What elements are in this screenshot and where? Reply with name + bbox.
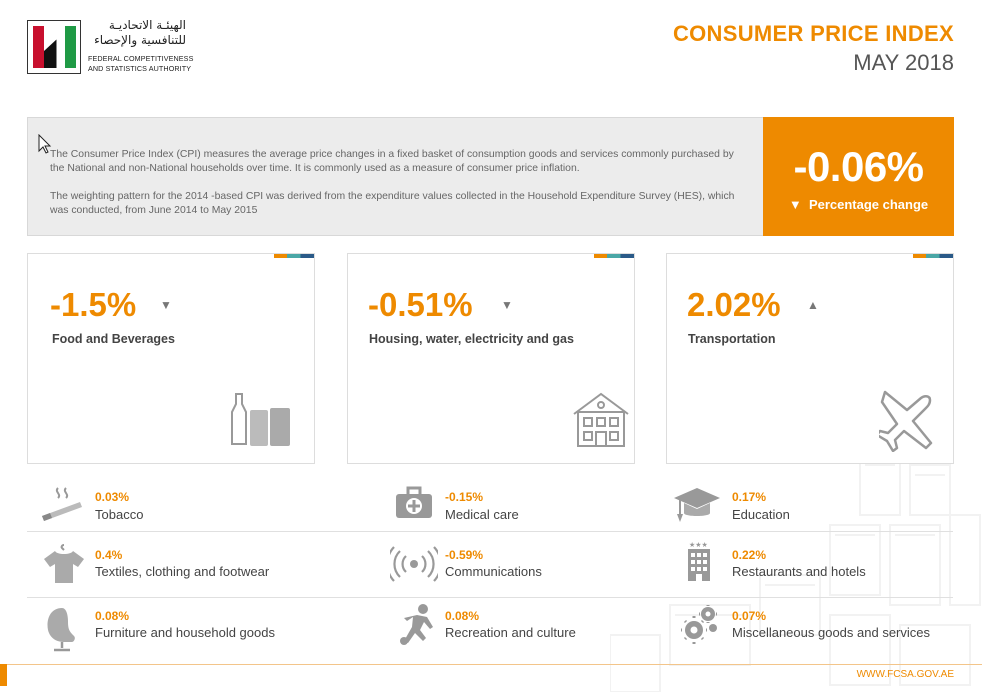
card-label: Food and Beverages (52, 332, 175, 346)
card-transportation: 2.02% ▲ Transportation (666, 253, 954, 464)
bottle-cans-icon (231, 393, 290, 446)
signal-waves-icon (390, 546, 438, 582)
item-value: -0.59% (445, 548, 484, 562)
footer-divider (0, 664, 982, 665)
item-label: Miscellaneous goods and services (732, 625, 930, 640)
card-value: -1.5% (50, 286, 137, 323)
item-label: Restaurants and hotels (732, 564, 866, 579)
list-divider (27, 531, 953, 532)
headline-change-label: Percentage change (808, 197, 929, 212)
item-value: 0.22% (732, 548, 767, 562)
card-label: Transportation (688, 332, 776, 346)
tshirt-icon (44, 544, 84, 583)
page-subtitle: MAY 2018 (853, 50, 954, 75)
list-divider (27, 597, 953, 598)
item-value: 0.08% (95, 609, 130, 623)
egg-chair-icon (47, 608, 75, 652)
item-value: 0.17% (732, 490, 767, 504)
down-arrow-icon: ▼ (788, 197, 802, 212)
item-value: -0.15% (445, 490, 484, 504)
cpi-description-paragraph-2: The weighting pattern for the 2014 -base… (50, 191, 735, 216)
org-name-arabic: الهيئـة الاتحاديـة للتنافسية والإحصاء (94, 18, 186, 47)
house-icon (573, 392, 629, 447)
card-food-beverages: -1.5% ▼ Food and Beverages (27, 253, 315, 464)
gears-icon (681, 605, 717, 644)
item-value: 0.4% (95, 548, 123, 562)
cigarette-icon (42, 487, 82, 521)
org-name-line-2: and Statistics Authority (88, 64, 192, 73)
card-stripe (594, 254, 634, 258)
item-label: Medical care (445, 507, 519, 522)
headline-change-panel: -0.06% ▼ Percentage change (763, 117, 954, 236)
item-label: Recreation and culture (445, 625, 576, 640)
page-title-block: CONSUMER PRICE INDEX MAY 2018 (673, 20, 954, 78)
graduation-cap-icon (674, 488, 720, 522)
down-arrow-icon: ▼ (160, 298, 172, 312)
item-value: 0.03% (95, 490, 130, 504)
cpi-description-paragraph-1: The Consumer Price Index (CPI) measures … (50, 149, 734, 174)
football-player-icon (400, 604, 433, 645)
logo-flag-icon (33, 25, 76, 69)
down-arrow-icon: ▼ (501, 298, 513, 312)
footer-accent-bar (0, 664, 7, 686)
page-title: CONSUMER PRICE INDEX (672, 21, 954, 46)
card-value: -0.51% (368, 286, 473, 323)
svg-text:★★★: ★★★ (689, 541, 708, 549)
headline-change-label-row: ▼ Percentage change (763, 197, 954, 212)
hotel-building-icon: ★★★ (688, 541, 710, 581)
item-label: Textiles, clothing and footwear (95, 564, 270, 579)
mouse-cursor-icon (38, 134, 52, 154)
card-stripe (913, 254, 953, 258)
first-aid-kit-icon (396, 486, 432, 518)
card-housing: -0.51% ▼ Housing, water, electricity and… (347, 253, 635, 464)
item-label: Education (732, 507, 790, 522)
item-label: Communications (445, 564, 542, 579)
org-name-line-1: Federal Competitiveness (88, 54, 194, 63)
item-value: 0.08% (445, 609, 480, 623)
background-pattern (610, 455, 981, 692)
card-value: 2.02% (687, 286, 781, 323)
airplane-icon (879, 390, 933, 452)
org-name-english: Federal Competitiveness and Statistics A… (88, 54, 193, 74)
website-link[interactable]: WWW.FCSA.GOV.AE (856, 669, 954, 680)
fcsa-logo (27, 20, 81, 74)
item-label: Furniture and household goods (95, 625, 275, 640)
card-label: Housing, water, electricity and gas (369, 332, 574, 346)
card-stripe (274, 254, 314, 258)
item-value: 0.07% (732, 609, 767, 623)
headline-change-value: -0.06% (793, 143, 924, 190)
up-arrow-icon: ▲ (807, 298, 819, 312)
item-label: Tobacco (95, 507, 144, 522)
